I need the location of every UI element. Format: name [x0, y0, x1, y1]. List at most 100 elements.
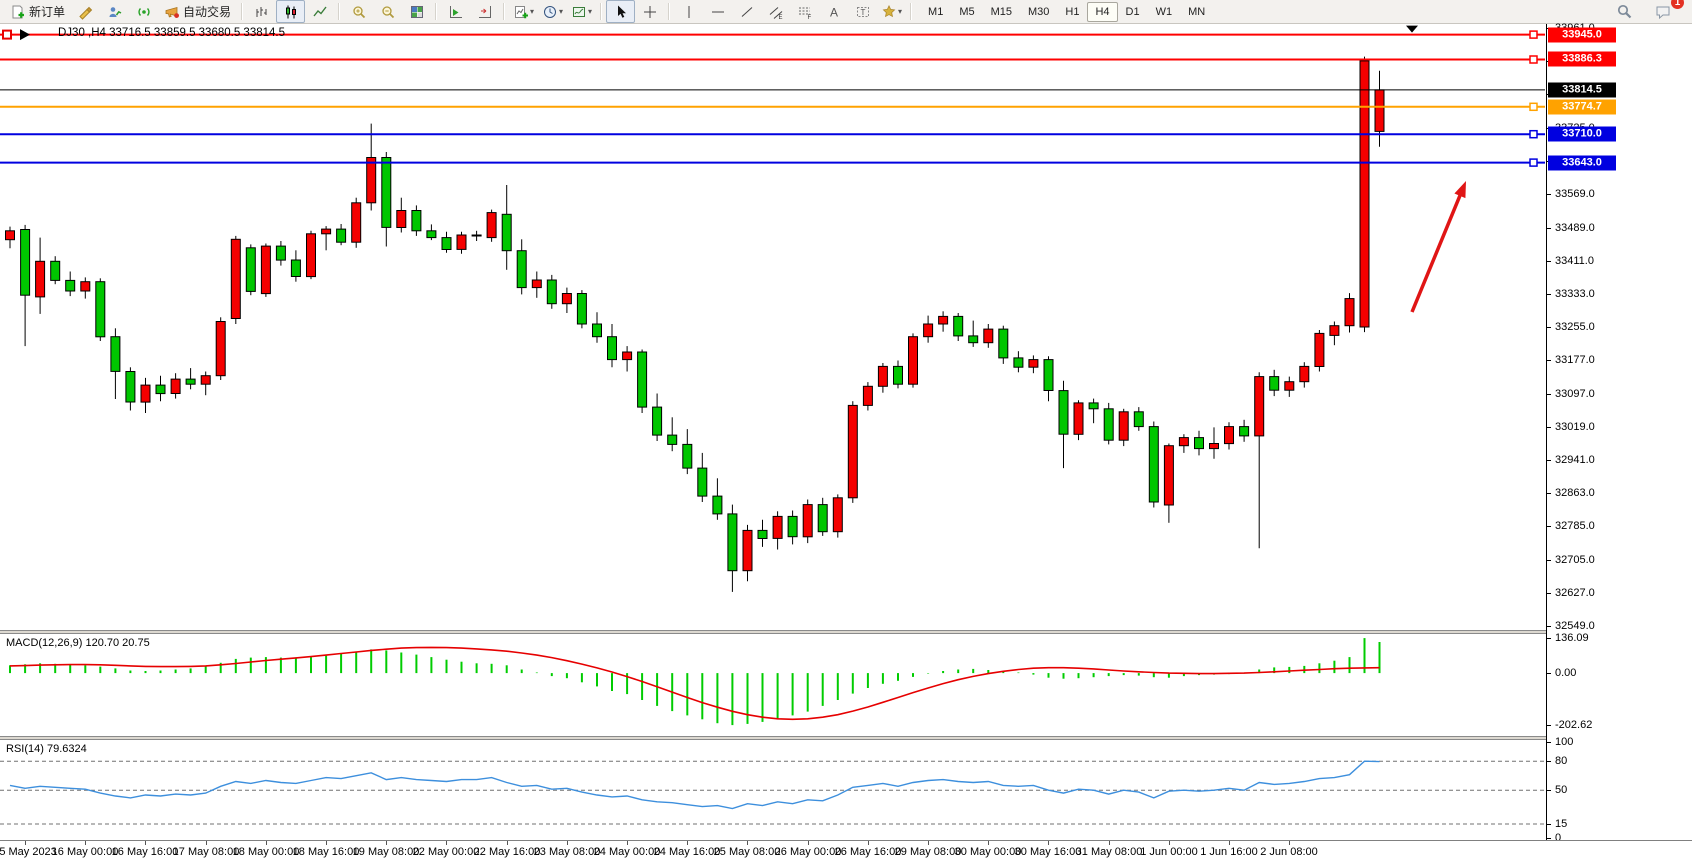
toolbar-separator [668, 3, 671, 20]
macd-indicator-chart[interactable] [0, 634, 1546, 736]
timeframe-h4[interactable]: H4 [1087, 1, 1118, 22]
time-axis-tick [1229, 841, 1230, 845]
horizontal-line-button[interactable] [703, 0, 732, 23]
algo-trading-button[interactable]: 自动交易 [158, 0, 237, 23]
time-axis-tick [85, 841, 86, 845]
level-line-handle[interactable] [1529, 55, 1538, 64]
time-axis-label: 2 Jun 08:00 [1260, 846, 1318, 858]
level-line-handle[interactable] [1529, 158, 1538, 167]
time-axis-label: 26 May 00:00 [774, 846, 842, 858]
toolbar-separator [910, 3, 913, 20]
axis-tick-label: 33411.0 [1555, 255, 1594, 267]
timeframe-m5[interactable]: M5 [959, 5, 975, 18]
time-axis-tick [868, 841, 869, 845]
new-order-button[interactable]: 新订单 [4, 0, 71, 23]
axis-tick [1547, 493, 1551, 494]
time-axis-tick [808, 841, 809, 845]
price-level-tag: 33945.0 [1548, 27, 1616, 43]
timeframe-m15[interactable]: M15 [990, 5, 1012, 18]
candle-body [1073, 402, 1084, 435]
timeframe-d1[interactable]: D1 [1125, 5, 1140, 18]
candle-body [456, 234, 467, 250]
fibonacci-button[interactable]: F [790, 0, 819, 23]
timeframe-mn[interactable]: MN [1188, 5, 1206, 18]
candlestick-chart[interactable] [0, 24, 1546, 630]
timeframe-m30[interactable]: M30 [1028, 5, 1050, 18]
styler-button[interactable] [71, 0, 100, 23]
templates-button[interactable]: ▾ [567, 0, 596, 23]
time-axis-tick [627, 841, 628, 845]
axis-tick-label: 33255.0 [1555, 321, 1595, 333]
time-axis-label: 15 May 2023 [0, 846, 57, 858]
axis-tick [1547, 560, 1551, 561]
candle-body [1239, 426, 1250, 437]
indicators-button[interactable]: ▾ [509, 0, 538, 23]
cursor-button[interactable] [606, 0, 636, 23]
time-axis-tick [1109, 841, 1110, 845]
zoom-out-button[interactable] [373, 0, 402, 23]
person-chart-icon [107, 4, 123, 20]
candlestick-icon [283, 4, 299, 20]
line-chart-button[interactable] [305, 0, 334, 23]
search-button[interactable] [1610, 0, 1639, 23]
candle-body [772, 515, 783, 539]
price-axis[interactable]: 33961.033883.033805.033725.033647.033569… [1546, 22, 1692, 844]
crosshair-icon [642, 4, 658, 20]
rsi-indicator-chart[interactable] [0, 740, 1546, 840]
timeframe-w1[interactable]: W1 [1155, 5, 1173, 18]
svg-text:E: E [778, 15, 782, 20]
vertical-line-button[interactable] [674, 0, 703, 23]
timeframe-m1[interactable]: M1 [928, 5, 944, 18]
line-chart-icon [312, 4, 328, 20]
candle-body [787, 515, 798, 538]
crosshair-button[interactable] [635, 0, 664, 23]
axis-tick [1547, 725, 1551, 726]
candle-body [1314, 332, 1325, 367]
level-line-handle[interactable] [1529, 30, 1538, 39]
pane-splitter[interactable] [0, 630, 1546, 634]
candle-body [1103, 408, 1114, 441]
level-line-anchor-icon[interactable] [1406, 25, 1418, 33]
channel-button[interactable]: E [761, 0, 790, 23]
zoom-in-icon [351, 4, 367, 20]
time-axis-tick [928, 841, 929, 845]
candle-body [200, 375, 211, 385]
bar-chart-button[interactable] [247, 0, 276, 23]
candle-body [1163, 445, 1174, 506]
candle-body [546, 279, 557, 305]
pane-splitter[interactable] [0, 736, 1546, 740]
time-axis-label: 30 May 16:00 [1014, 846, 1082, 858]
candle-body [411, 210, 422, 232]
candlestick-chart-button[interactable] [276, 0, 306, 23]
level-line-handle[interactable] [2, 29, 12, 40]
periods-button[interactable]: ▾ [538, 0, 567, 23]
level-line-handle[interactable] [1529, 102, 1538, 112]
timeframe-h1[interactable]: H1 [1065, 5, 1080, 18]
axis-tick [1547, 593, 1551, 594]
objects-button[interactable]: ▾ [877, 0, 906, 23]
candle-body [877, 365, 888, 387]
price-level-tag: 33774.7 [1548, 99, 1616, 115]
candle-body [622, 351, 633, 361]
signals-button[interactable] [129, 0, 158, 23]
candle-body [1224, 426, 1234, 445]
level-line-handle[interactable] [1529, 129, 1538, 139]
chart-shift-icon [477, 4, 493, 20]
zoom-in-button[interactable] [344, 0, 373, 23]
zoom-out-icon [380, 4, 396, 20]
candle-body [1344, 298, 1355, 327]
candle-body [35, 260, 46, 298]
candle-body [80, 281, 91, 292]
tile-windows-button[interactable] [402, 0, 431, 23]
notification-badge: 1 [1671, 0, 1684, 9]
notifications-button[interactable]: 1 [1649, 0, 1684, 23]
text-label-button[interactable]: T [848, 0, 877, 23]
chart-shift-button[interactable] [470, 0, 499, 23]
data-window-button[interactable] [100, 0, 129, 23]
text-button[interactable]: A [819, 0, 848, 23]
candle-body [471, 234, 482, 237]
auto-scroll-button[interactable] [441, 0, 470, 23]
trendline-button[interactable] [732, 0, 761, 23]
